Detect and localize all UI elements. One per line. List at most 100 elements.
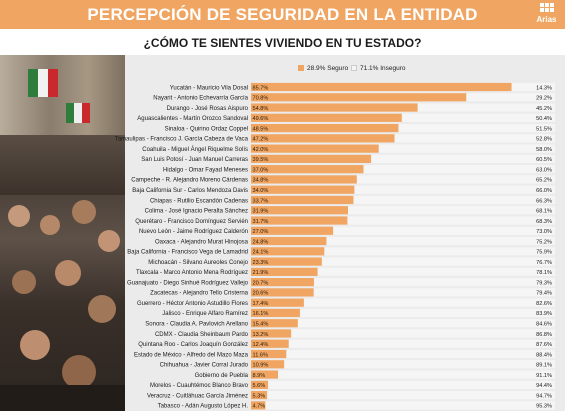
category-label: Sinaloa - Quirino Ordaz Coppel — [165, 126, 248, 132]
bar-inseguro — [363, 165, 555, 174]
bar-seguro — [251, 195, 354, 205]
bar-seguro — [251, 319, 298, 328]
brand-logo: Arias — [531, 3, 562, 25]
value-label-seguro: 85.7% — [253, 85, 269, 91]
bar-seguro — [251, 308, 300, 318]
value-label-inseguro: 91.1% — [536, 373, 552, 379]
value-label-inseguro: 14.3% — [536, 85, 552, 91]
bar-inseguro — [466, 93, 555, 102]
category-label: Querétaro - Francisco Domínguez Servién — [135, 219, 248, 225]
bar-seguro — [251, 154, 372, 163]
category-label: Veracruz - Cuitláhuac García Jiménez — [147, 393, 248, 399]
value-label-inseguro: 68.1% — [536, 209, 552, 215]
value-label-seguro: 13.2% — [253, 332, 269, 338]
category-label: CDMX - Claudia Sheinbaum Pardo — [155, 332, 249, 338]
value-label-inseguro: 78.1% — [536, 270, 552, 276]
bar-seguro — [251, 288, 314, 297]
value-label-inseguro: 75.9% — [536, 250, 552, 256]
bar-seguro — [251, 165, 364, 174]
bar-inseguro — [333, 226, 555, 235]
value-label-inseguro: 83.9% — [536, 311, 552, 317]
title-bar — [0, 0, 565, 29]
bar-seguro — [251, 134, 395, 143]
bar-seguro — [251, 175, 357, 184]
category-label: Hidalgo - Omar Fayad Meneses — [163, 167, 248, 173]
bar-inseguro — [313, 288, 555, 297]
value-label-inseguro: 52.8% — [536, 137, 552, 143]
category-label: Nayarit - Antonio Echevarría García — [153, 96, 248, 102]
value-label-seguro: 48.5% — [253, 126, 269, 132]
value-label-inseguro: 94.7% — [536, 393, 552, 399]
value-label-inseguro: 89.1% — [536, 363, 552, 369]
bar-seguro — [251, 349, 287, 359]
bar-seguro — [251, 370, 279, 379]
category-label: Gobierno de Puebla — [195, 373, 249, 379]
value-label-seguro: 31.9% — [253, 209, 269, 215]
bar-seguro — [251, 93, 467, 102]
bar-inseguro — [326, 236, 555, 246]
bar-inseguro — [354, 185, 555, 194]
category-label: Chihuahua - Javier Corral Jurado — [160, 363, 249, 369]
bar-seguro — [251, 123, 399, 133]
bar-seguro — [251, 278, 314, 287]
value-label-inseguro: 58.0% — [536, 147, 552, 153]
bar-inseguro — [303, 298, 555, 307]
value-label-seguro: 12.4% — [253, 342, 269, 348]
value-label-seguro: 24.1% — [253, 250, 269, 256]
page-title: PERCEPCIÓN DE SEGURIDAD EN LA ENTIDAD — [87, 5, 478, 24]
value-label-inseguro: 68.3% — [536, 219, 552, 225]
bar-seguro — [251, 236, 327, 246]
value-label-inseguro: 87.6% — [536, 342, 552, 348]
bar-inseguro — [324, 247, 555, 256]
value-label-inseguro: 60.5% — [536, 157, 552, 163]
value-label-inseguro: 86.8% — [536, 332, 552, 338]
bar-seguro — [251, 360, 285, 369]
bar-inseguro — [321, 257, 555, 266]
value-label-inseguro: 50.4% — [536, 116, 552, 122]
bar-inseguro — [278, 370, 555, 379]
value-label-inseguro: 73.0% — [536, 229, 552, 235]
value-label-inseguro: 88.4% — [536, 352, 552, 358]
value-label-seguro: 21.9% — [253, 270, 269, 276]
bar-inseguro — [347, 216, 555, 225]
bar-inseguro — [511, 82, 555, 92]
value-label-seguro: 49.6% — [253, 116, 269, 122]
category-label: San Luis Potosí - Juan Manuel Carreras — [141, 157, 248, 163]
category-label: Guerrero - Héctor Antonio Astudillo Flor… — [137, 301, 248, 307]
bar-seguro — [251, 257, 322, 266]
category-label: Tamaulipas - Francisco J. García Cabeza … — [115, 137, 249, 143]
category-label: Tlaxcala - Marco Antonio Mena Rodríguez — [136, 270, 248, 276]
value-label-seguro: 5.6% — [253, 383, 266, 389]
category-label: Aguascalientes - Martín Orozco Sandoval — [137, 116, 248, 122]
bar-inseguro — [398, 123, 555, 133]
category-label: Yucatán - Mauricio Vila Dosal — [170, 85, 248, 91]
value-label-inseguro: 65.2% — [536, 178, 552, 184]
value-label-inseguro: 79.3% — [536, 280, 552, 286]
category-label: Colima - José Ignacio Peralta Sánchez — [145, 209, 248, 215]
value-label-seguro: 27.0% — [253, 229, 269, 235]
bar-inseguro — [394, 134, 555, 143]
bar-seguro — [251, 226, 334, 235]
category-label: Quintana Roo - Carlos Joaquín González — [138, 342, 248, 348]
value-label-seguro: 33.7% — [253, 198, 269, 204]
bar-inseguro — [291, 329, 555, 338]
category-label: Zacatecas - Alejandro Tello Cristerna — [150, 291, 249, 297]
category-label: Jalisco - Enrique Alfaro Ramírez — [162, 311, 248, 317]
value-label-seguro: 5.3% — [253, 393, 266, 399]
bar-inseguro — [265, 401, 555, 410]
bar-inseguro — [286, 349, 555, 359]
bar-seguro — [251, 82, 512, 92]
bar-seguro — [251, 216, 348, 225]
value-label-seguro: 20.6% — [253, 291, 269, 297]
value-label-seguro: 4.7% — [253, 404, 266, 410]
bar-inseguro — [417, 103, 555, 112]
value-label-inseguro: 66.0% — [536, 188, 552, 194]
bar-seguro — [251, 267, 318, 276]
bar-inseguro — [371, 154, 555, 163]
value-label-inseguro: 45.2% — [536, 106, 552, 112]
legend-swatch-inseguro — [351, 65, 357, 71]
value-label-inseguro: 66.3% — [536, 198, 552, 204]
value-label-inseguro: 79.4% — [536, 291, 552, 297]
value-label-seguro: 24.8% — [253, 239, 269, 245]
category-label: Morelos - Cuauhtémoc Blanco Bravo — [150, 383, 249, 389]
